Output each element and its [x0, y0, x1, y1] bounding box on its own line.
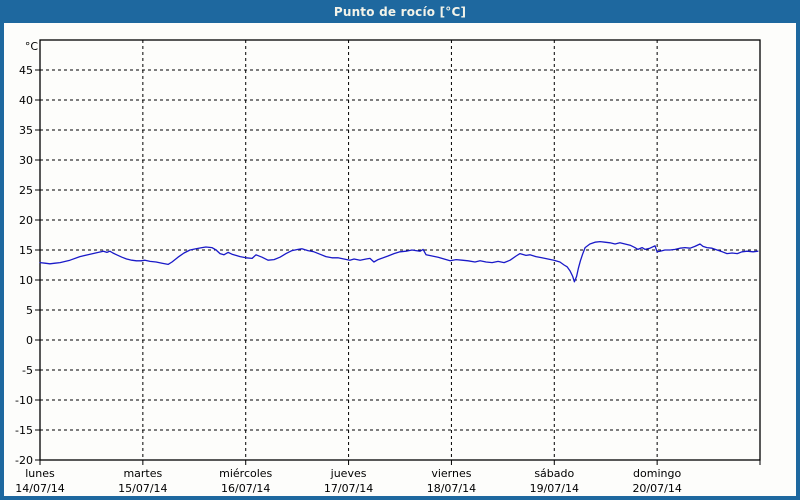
day-name-label: viernes	[431, 467, 471, 480]
day-date-label: 19/07/14	[530, 482, 579, 495]
day-date-label: 14/07/14	[15, 482, 64, 495]
y-tick-label: 30	[19, 154, 33, 167]
title-bar: Punto de rocío [°C]	[0, 0, 800, 23]
y-tick-label: 35	[19, 124, 33, 137]
day-name-label: miércoles	[219, 467, 272, 480]
y-tick-label: 40	[19, 94, 33, 107]
axis-labels: 45 40 35 30 25 20 15 10 5 0 -5 -10 -15 -20 °C lunes 14/0…	[15, 40, 682, 495]
y-tick-label: 5	[26, 304, 33, 317]
y-tick-label: -5	[22, 364, 33, 377]
day-name-label: sábado	[534, 467, 574, 480]
y-tick-label: 25	[19, 184, 33, 197]
y-tick-label: -10	[15, 394, 33, 407]
day-date-label: 15/07/14	[118, 482, 167, 495]
y-tick-label: -20	[15, 454, 33, 467]
y-tick-label: 20	[19, 214, 33, 227]
day-name-label: domingo	[633, 467, 681, 480]
chart-title: Punto de rocío [°C]	[333, 4, 467, 19]
y-tick-label: 10	[19, 274, 33, 287]
dew-point-line	[39, 240, 759, 283]
y-tick-label: 45	[19, 64, 33, 77]
plot-frame	[39, 39, 761, 461]
y-tick-label: 15	[19, 244, 33, 257]
y-tick-label: 0	[26, 334, 33, 347]
day-date-label: 20/07/14	[632, 482, 681, 495]
day-name-label: jueves	[330, 467, 367, 480]
day-date-label: 16/07/14	[221, 482, 270, 495]
day-name-label: martes	[123, 467, 162, 480]
gridlines	[35, 40, 761, 465]
y-axis-unit-label: °C	[25, 40, 39, 53]
y-tick-label: -15	[15, 424, 33, 437]
day-name-label: lunes	[25, 467, 55, 480]
day-date-label: 17/07/14	[324, 482, 373, 495]
day-date-label: 18/07/14	[427, 482, 476, 495]
